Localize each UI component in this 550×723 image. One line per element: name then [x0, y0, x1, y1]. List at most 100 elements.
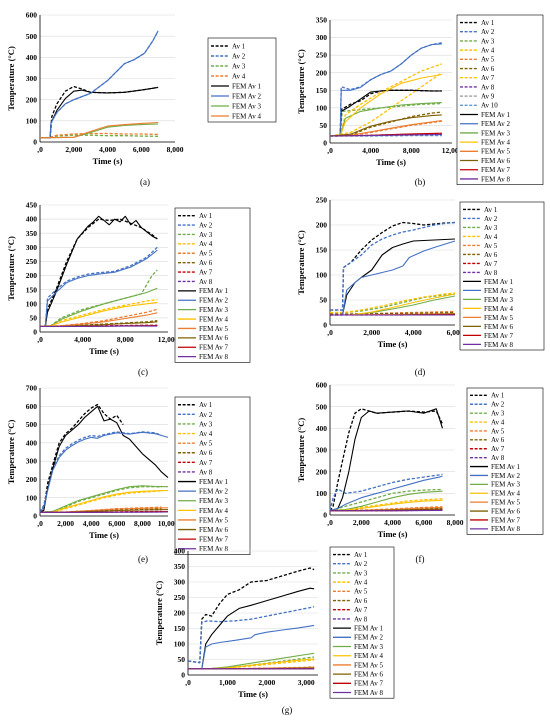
chart-b: 0 50 100 150 200 250 300 350 ,0 4,000 8,000 12,000 T…	[296, 14, 544, 187]
legend-label: Av 3	[199, 231, 213, 239]
y-tick-label: 600	[26, 11, 38, 20]
legend-label: FEM Av 3	[199, 497, 229, 505]
legend-label: FEM Av 3	[491, 481, 521, 489]
y-tick-label: 100	[316, 489, 328, 498]
x-tick-label: 4,000	[362, 146, 379, 155]
legend-label: FEM Av 6	[354, 671, 384, 679]
legend-label: Av 5	[354, 588, 368, 596]
series-line	[329, 488, 443, 512]
series-line	[330, 221, 456, 311]
legend-label: Av 6	[199, 259, 213, 267]
y-tick-label: 150	[316, 246, 328, 255]
y-tick-label: 600	[26, 402, 38, 411]
legend-label: Av 6	[354, 597, 368, 605]
legend-label: FEM Av 4	[199, 315, 229, 323]
y-tick-label: 400	[316, 424, 328, 433]
series-line	[330, 63, 443, 137]
legend-label: Av 3	[199, 420, 213, 428]
y-tick-label: 500	[26, 32, 38, 41]
series-line	[329, 134, 442, 137]
legend-label: Av 5	[199, 250, 213, 258]
x-tick-label: ,0	[327, 328, 333, 337]
legend-label: FEM Av 7	[484, 332, 514, 340]
series-line	[40, 215, 158, 327]
series-line	[329, 475, 443, 512]
y-tick-label: 50	[178, 655, 186, 664]
x-axis-label: Time (s)	[89, 530, 119, 540]
x-tick-label: 2,000	[363, 328, 380, 337]
y-tick-label: 300	[316, 446, 328, 455]
x-tick-label: 2,000	[65, 145, 82, 154]
y-tick-label: 350	[174, 562, 186, 571]
y-tick-label: 50	[320, 121, 328, 130]
legend-label: Av 7	[199, 268, 213, 276]
legend-label: FEM Av 2	[199, 297, 229, 305]
legend-label: FEM Av 3	[481, 129, 511, 137]
chart-caption: (b)	[415, 177, 426, 187]
legend-label: FEM Av 3	[484, 296, 514, 304]
legend-label: Av 4	[491, 418, 505, 426]
legend-label: FEM Av 7	[491, 516, 521, 524]
x-tick-label: ,0	[37, 335, 43, 344]
series-line	[39, 405, 169, 513]
legend-label: FEM Av 2	[484, 287, 514, 295]
y-tick-label: 100	[26, 493, 38, 502]
legend-label: Av 7	[484, 260, 498, 268]
series-line	[39, 490, 162, 513]
x-tick-label: 12,000	[158, 335, 179, 344]
x-tick-label: 8,000	[134, 519, 151, 528]
y-axis-label: Temperature (°C)	[154, 581, 164, 646]
legend-label: Av 2	[232, 52, 246, 60]
x-axis-label: Time (s)	[378, 529, 408, 539]
legend-label: Av 1	[232, 42, 246, 50]
series-line	[330, 73, 442, 137]
legend-label: Av 9	[481, 93, 495, 101]
legend-label: FEM Av 6	[199, 526, 229, 534]
chart-c: 0 50 100 150 200 250 300 350 400 450 ,0 4,000 8,000 1…	[6, 201, 251, 377]
x-tick-label: 1,000	[219, 678, 236, 687]
legend-label: Av 7	[491, 445, 505, 453]
legend-label: Av 1	[199, 212, 213, 220]
legend-label: FEM Av 4	[232, 112, 262, 120]
series-line	[39, 121, 159, 139]
chart-caption: (a)	[140, 177, 150, 187]
x-tick-label: ,0	[37, 145, 43, 154]
legend-label: FEM Av 2	[199, 488, 229, 496]
x-tick-label: 6,000	[133, 145, 150, 154]
series-line	[187, 606, 315, 664]
y-tick-label: 100	[26, 299, 38, 308]
legend-label: Av 2	[354, 560, 368, 568]
legend-label: FEM Av 1	[484, 278, 514, 286]
y-tick-label: 300	[316, 33, 328, 42]
y-tick-label: 300	[26, 457, 38, 466]
legend-label: Av 6	[481, 65, 495, 73]
series-line	[39, 485, 169, 513]
x-tick-label: 2,000	[353, 518, 370, 527]
series-line	[329, 72, 443, 137]
y-tick-label: 250	[174, 593, 186, 602]
legend-label: FEM Av 3	[354, 643, 384, 651]
y-tick-label: 300	[174, 578, 186, 587]
y-tick-label: 450	[26, 201, 38, 210]
legend-label: FEM Av 1	[481, 111, 511, 119]
x-axis-label: Time (s)	[376, 157, 406, 167]
series-line	[330, 292, 456, 314]
series-line	[329, 408, 444, 512]
legend-label: Av 10	[481, 102, 498, 110]
series-line	[329, 473, 443, 511]
legend-label: FEM Av 2	[491, 472, 521, 480]
chart-g: 0 50 100 150 200 250 300 350 400 ,0 1,000 2,000 3,00…	[154, 547, 395, 715]
x-tick-label: 3,000	[298, 678, 315, 687]
chart-e: 0 100 200 300 400 500 600 700 ,0 2,000 4,000 6,000 8…	[6, 384, 251, 564]
series-line	[330, 43, 442, 137]
legend-label: FEM Av 2	[481, 120, 511, 128]
series-line	[40, 30, 159, 139]
x-tick-label: 8,000	[167, 145, 184, 154]
legend-label: Av 1	[481, 19, 495, 27]
legend-label: FEM Av 8	[199, 545, 229, 553]
x-tick-label: 12,000	[442, 146, 463, 155]
y-tick-label: 0	[323, 511, 327, 520]
y-tick-label: 200	[26, 271, 38, 280]
series-line	[40, 132, 159, 139]
